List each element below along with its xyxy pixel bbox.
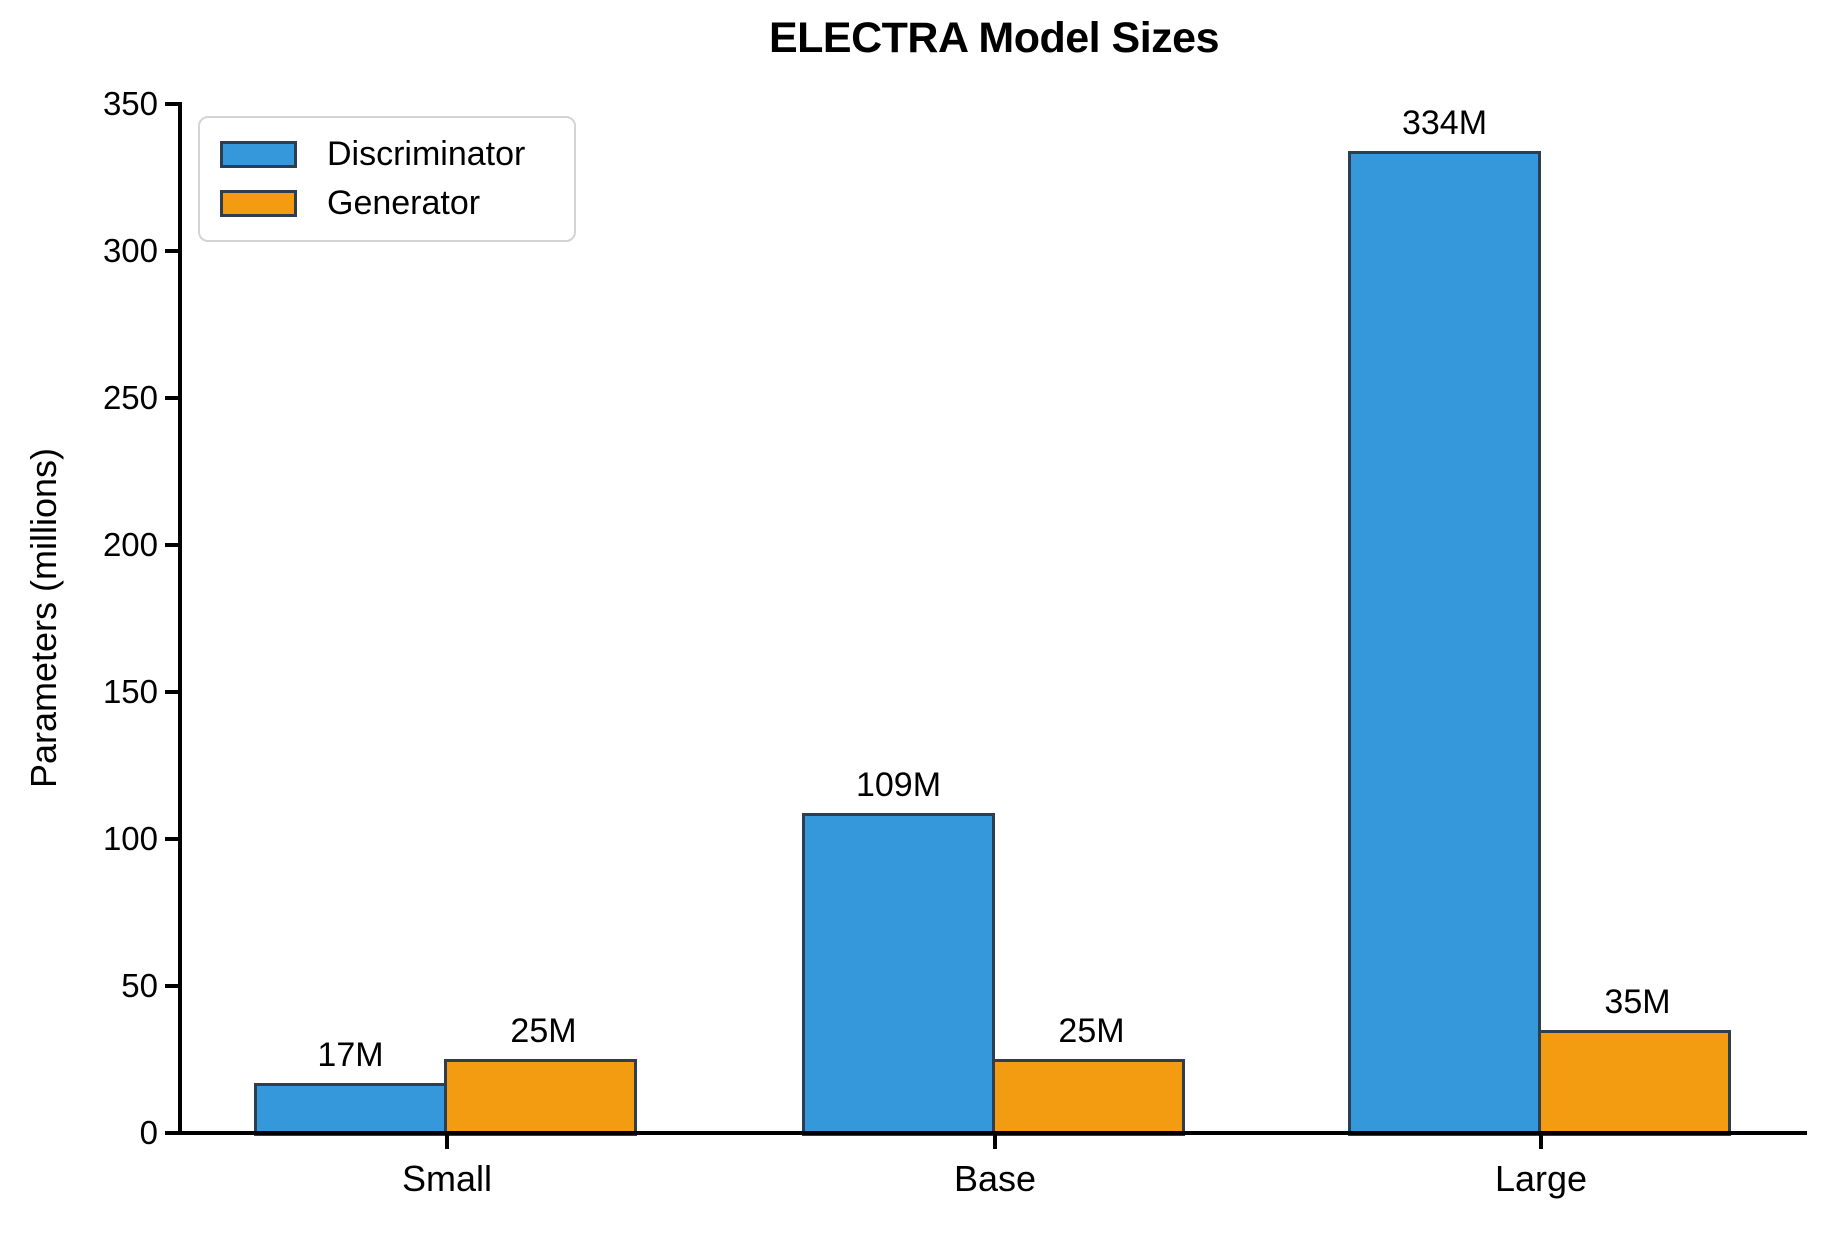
x-tick-label-base: Base (953, 1158, 1037, 1199)
bar-discriminator-large (1348, 151, 1541, 1136)
y-tick-mark (165, 690, 179, 694)
x-tick-mark (993, 1135, 997, 1149)
y-tick-mark (165, 984, 179, 988)
x-tick-label-small: Small (401, 1158, 493, 1199)
legend-label-generator: Generator (327, 183, 481, 222)
y-tick-mark (165, 543, 179, 547)
bar-value-label: 334M (1401, 104, 1488, 142)
y-tick-label: 100 (102, 820, 158, 857)
bar-generator-large (1537, 1030, 1731, 1136)
y-tick-label: 300 (102, 232, 158, 269)
bar-discriminator-base (802, 813, 995, 1136)
y-axis-line (178, 102, 182, 1135)
x-tick-mark (1539, 1135, 1543, 1149)
y-tick-label: 150 (102, 673, 158, 710)
legend-label-discriminator: Discriminator (327, 135, 526, 174)
y-tick-mark (165, 102, 179, 106)
legend: Discriminator Generator (198, 116, 576, 242)
legend-row-generator: Generator (220, 184, 554, 223)
bar-generator-base (991, 1059, 1185, 1136)
chart-title: ELECTRA Model Sizes (768, 14, 1220, 62)
bar-generator-small (443, 1059, 637, 1136)
x-tick-mark (445, 1135, 449, 1149)
y-tick-label: 250 (102, 379, 158, 416)
bar-value-label: 109M (855, 766, 942, 804)
y-tick-mark (165, 1131, 179, 1135)
y-tick-mark (165, 249, 179, 253)
bar-value-label: 25M (1058, 1012, 1125, 1050)
y-tick-mark (165, 837, 179, 841)
y-tick-label: 200 (102, 526, 158, 563)
discriminator-swatch-icon (220, 141, 297, 169)
legend-row-discriminator: Discriminator (220, 135, 554, 174)
bar-value-label: 35M (1604, 983, 1671, 1021)
y-tick-label: 350 (102, 85, 158, 122)
bar-value-label: 25M (510, 1012, 577, 1050)
y-axis-title: Parameters (millions) (23, 447, 64, 789)
bar-discriminator-small (254, 1083, 447, 1136)
generator-swatch-icon (220, 189, 297, 217)
y-tick-label: 0 (139, 1114, 158, 1151)
x-tick-label-large: Large (1494, 1158, 1588, 1199)
x-axis-line (178, 1131, 1807, 1135)
bar-value-label: 17M (317, 1036, 384, 1074)
y-tick-mark (165, 396, 179, 400)
y-tick-label: 50 (121, 967, 158, 1004)
